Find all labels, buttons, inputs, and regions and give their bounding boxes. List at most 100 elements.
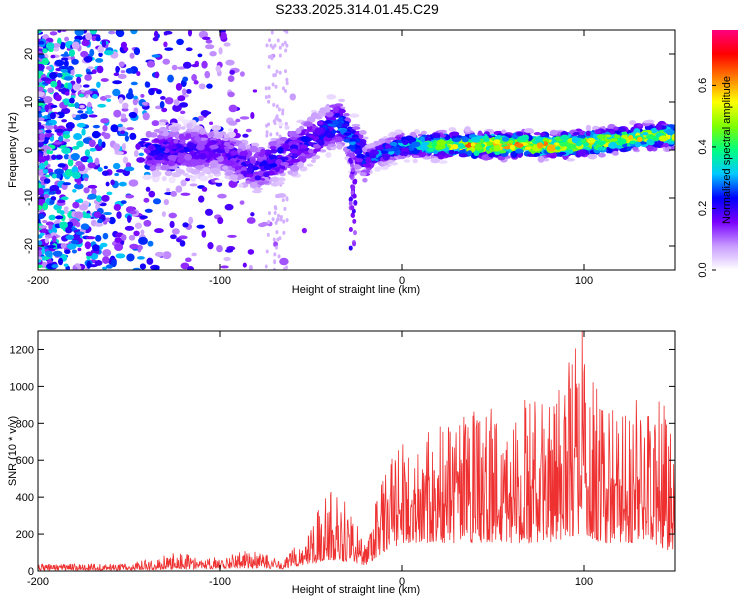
heatmap-ridge-blob	[312, 143, 321, 149]
heatmap-ridge-blob	[419, 143, 428, 151]
heatmap-noise-blob	[120, 234, 127, 241]
heatmap-noise-blob	[128, 111, 138, 119]
heatmap-ridge-blob	[371, 160, 378, 164]
heatmap-ridge-blob	[199, 175, 209, 182]
heatmap-streak-blob	[350, 167, 355, 173]
heatmap-noise-blob	[135, 143, 141, 150]
heatmap-noise-blob	[103, 49, 114, 56]
heatmap-noise-blob	[148, 88, 155, 96]
heatmap-noise-blob	[146, 257, 154, 265]
heatmap-noise-blob	[284, 69, 288, 74]
heatmap-noise-blob	[275, 114, 279, 119]
heatmap-noise-blob	[89, 48, 95, 57]
heatmap-noise-blob	[235, 118, 241, 123]
heatmap-ridge-blob	[349, 138, 357, 142]
heatmap-ridge-blob	[326, 94, 337, 100]
heatmap-noise-blob	[63, 138, 71, 143]
heatmap-ridge-blob	[457, 143, 465, 149]
heatmap-ridge-blob	[223, 141, 231, 147]
heatmap-noise-blob	[152, 37, 159, 42]
heatmap-ridge-blob	[238, 183, 244, 188]
heatmap-ridge-blob	[607, 147, 613, 154]
heatmap-noise-blob	[87, 162, 96, 169]
heatmap-ridge-blob	[401, 147, 409, 152]
heatmap-noise-blob	[62, 133, 71, 139]
heatmap-streak-blob	[348, 227, 353, 233]
heatmap-ridge-blob	[198, 152, 207, 160]
heatmap-ridge-blob	[234, 166, 241, 171]
heatmap-noise-blob	[63, 263, 69, 267]
heatmap-ridge-blob	[503, 146, 512, 150]
heatmap-noise-blob	[271, 82, 275, 87]
heatmap-noise-blob	[42, 168, 49, 174]
heatmap-noise-blob	[185, 47, 193, 52]
heatmap-noise-blob	[52, 42, 61, 48]
heatmap-ridge-blob	[178, 133, 185, 141]
heatmap-ridge-blob	[519, 134, 530, 141]
heatmap-noise-blob	[202, 36, 211, 41]
snr-y-tick-label: 0	[28, 566, 34, 578]
heatmap-noise-blob	[92, 124, 100, 129]
heatmap-noise-blob	[277, 213, 281, 218]
heatmap-noise-blob	[179, 110, 186, 115]
heatmap-noise-blob	[87, 158, 94, 164]
heatmap-ridge-blob	[364, 144, 373, 149]
heatmap-ridge-blob	[162, 154, 169, 159]
heatmap-noise-blob	[87, 184, 98, 189]
heatmap-noise-blob	[89, 30, 98, 35]
heatmap-ridge-blob	[354, 138, 361, 143]
heatmap-noise-blob	[60, 242, 67, 249]
heatmap-ridge-blob	[359, 172, 367, 177]
heatmap-noise-blob	[220, 265, 229, 269]
heatmap-noise-blob	[285, 43, 289, 48]
heatmap-noise-blob	[269, 43, 273, 48]
heatmap-ridge-blob	[276, 177, 286, 182]
heatmap-noise-blob	[276, 38, 280, 43]
heatmap-ridge-blob	[194, 136, 202, 142]
heatmap-noise-blob	[53, 124, 58, 130]
heatmap-noise-blob	[272, 73, 276, 78]
heatmap-noise-blob	[54, 168, 64, 175]
heatmap-noise-blob	[108, 31, 116, 35]
heatmap-noise-blob	[198, 30, 209, 39]
heatmap-ridge-blob	[222, 137, 230, 142]
heatmap-noise-blob	[267, 122, 271, 127]
heatmap-ridge-blob	[308, 148, 314, 154]
heatmap-noise-blob	[218, 47, 223, 55]
heatmap-noise-blob	[101, 170, 110, 176]
heatmap-ridge-blob	[618, 127, 627, 132]
heatmap-noise-blob	[91, 244, 100, 252]
heatmap-noise-blob	[225, 59, 235, 66]
heatmap-noise-blob	[124, 225, 135, 231]
heatmap-ridge-blob	[171, 172, 182, 178]
heatmap-noise-blob	[84, 74, 92, 81]
heatmap-noise-blob	[50, 104, 58, 108]
heatmap-noise-blob	[138, 152, 144, 157]
heatmap-ridge-blob	[249, 181, 259, 188]
heatmap-ridge-blob	[444, 140, 455, 145]
heatmap-noise-blob	[275, 69, 279, 74]
heatmap-ridge-blob	[289, 144, 299, 150]
heatmap-noise-blob	[285, 197, 289, 202]
heatmap-ridge-blob	[167, 154, 178, 161]
heatmap-ridge-blob	[587, 137, 596, 144]
heatmap-noise-blob	[68, 49, 75, 57]
heatmap-noise-blob	[72, 171, 82, 179]
heatmap-noise-blob	[176, 38, 184, 46]
heatmap-noise-blob	[77, 110, 84, 114]
heatmap-noise-blob	[85, 32, 93, 41]
heatmap-noise-blob	[112, 143, 121, 151]
heatmap-streak-blob	[348, 200, 353, 206]
heatmap-noise-blob	[43, 160, 49, 166]
heatmap-noise-blob	[65, 227, 73, 234]
heatmap-noise-blob	[265, 43, 269, 48]
heatmap-noise-blob	[38, 182, 42, 189]
heatmap-ridge-blob	[670, 146, 675, 151]
heatmap-ridge-blob	[526, 153, 537, 157]
heatmap-ridge-blob	[665, 128, 675, 136]
heatmap-noise-blob	[159, 100, 165, 109]
heatmap-noise-blob	[54, 128, 65, 133]
heatmap-noise-blob	[63, 153, 70, 160]
heatmap-noise-blob	[38, 264, 43, 269]
heatmap-ridge-blob	[474, 143, 483, 151]
